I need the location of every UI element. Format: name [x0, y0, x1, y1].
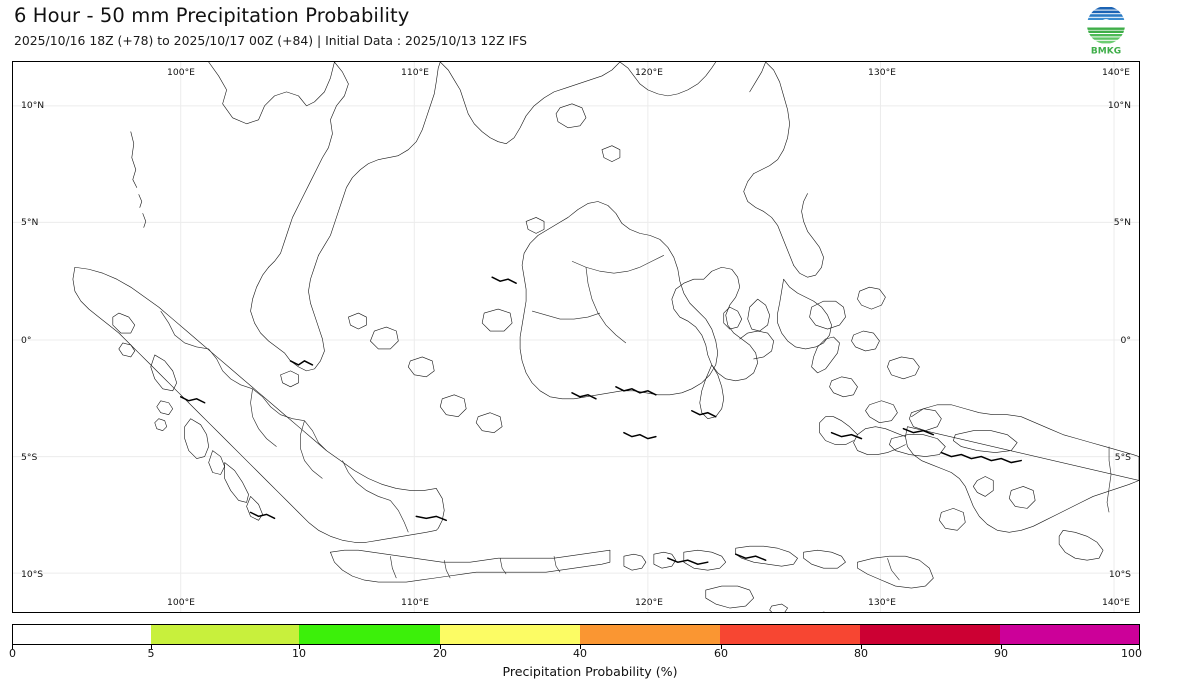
colorbar-segment-60-80: [719, 625, 861, 644]
lat-label-right-5S: 5°S: [1114, 452, 1131, 463]
colorbar-segment-10-20: [299, 625, 440, 644]
lon-label-top-140E: 140°E: [1102, 67, 1130, 78]
colorbar-mark-40: [580, 645, 581, 649]
lat-label-right-10N: 10°N: [1107, 100, 1131, 111]
lat-label-left-5N: 5°N: [21, 217, 39, 228]
map-canvas: [13, 62, 1139, 612]
colorbar-mark-5: [151, 645, 152, 649]
lat-label-left-0: 0°: [21, 335, 32, 346]
colorbar[interactable]: [12, 624, 1140, 645]
colorbar-mark-80: [861, 645, 862, 649]
colorbar-axis-label: Precipitation Probability (%): [502, 664, 678, 679]
colorbar-mark-100: [1139, 645, 1140, 649]
bmkg-logo-text: BMKG: [1091, 47, 1121, 57]
colorbar-segment-80-90: [860, 625, 1001, 644]
lon-label-bottom-100E: 100°E: [167, 597, 195, 608]
dense-coast-speckle: [179, 276, 1022, 565]
lat-label-left-10N: 10°N: [21, 100, 45, 111]
colorbar-tick-0: 0: [9, 647, 16, 660]
colorbar-segment-90-100: [1000, 625, 1139, 644]
lon-label-bottom-110E: 110°E: [401, 597, 429, 608]
lat-label-left-10S: 10°S: [21, 569, 44, 580]
map-vector-layer: [13, 62, 1139, 612]
coastlines: [72, 62, 1139, 612]
colorbar-segment-20-40: [439, 625, 580, 644]
colorbar-tick-40: 40: [573, 647, 587, 660]
lon-label-bottom-140E: 140°E: [1102, 597, 1130, 608]
lat-label-right-0: 0°: [1120, 335, 1131, 346]
colorbar-segment-40-60: [579, 625, 720, 644]
header: 6 Hour - 50 mm Precipitation Probability…: [0, 0, 1180, 58]
colorbar-mark-60: [721, 645, 722, 649]
lon-label-bottom-120E: 120°E: [635, 597, 663, 608]
lon-label-top-100E: 100°E: [167, 67, 195, 78]
bmkg-logo: BMKG: [1078, 4, 1134, 56]
colorbar-tick-100: 100: [1121, 647, 1142, 660]
graticule: [13, 62, 1139, 612]
lat-label-left-5S: 5°S: [21, 452, 38, 463]
lon-label-top-130E: 130°E: [868, 67, 896, 78]
lat-label-right-5N: 5°N: [1113, 217, 1131, 228]
lon-label-top-110E: 110°E: [401, 67, 429, 78]
colorbar-segment-5-10: [151, 625, 300, 644]
page-title: 6 Hour - 50 mm Precipitation Probability: [14, 4, 410, 27]
bmkg-logo-graphic: BMKG: [1087, 6, 1125, 57]
colorbar-mark-0: [12, 645, 13, 649]
colorbar-segment-0-5: [13, 625, 152, 644]
colorbar-tick-90: 90: [994, 647, 1008, 660]
lon-label-top-120E: 120°E: [635, 67, 663, 78]
lat-label-right-10S: 10°S: [1108, 569, 1131, 580]
colorbar-tick-labels: 0 5 10 20 40 60 80 90 100: [0, 647, 1180, 663]
colorbar-mark-90: [1001, 645, 1002, 649]
colorbar-tick-80: 80: [854, 647, 868, 660]
colorbar-tick-5: 5: [147, 647, 155, 660]
colorbar-tick-20: 20: [433, 647, 447, 660]
page-subtitle: 2025/10/16 18Z (+78) to 2025/10/17 00Z (…: [14, 33, 527, 48]
colorbar-tick-10: 10: [292, 647, 306, 660]
map-panel[interactable]: 10°N 5°N 0° 5°S 10°S 10°N 5°N 0° 5°S 10°…: [12, 61, 1140, 613]
colorbar-tick-60: 60: [714, 647, 728, 660]
lon-label-bottom-130E: 130°E: [868, 597, 896, 608]
colorbar-mark-10: [299, 645, 300, 649]
colorbar-mark-20: [440, 645, 441, 649]
